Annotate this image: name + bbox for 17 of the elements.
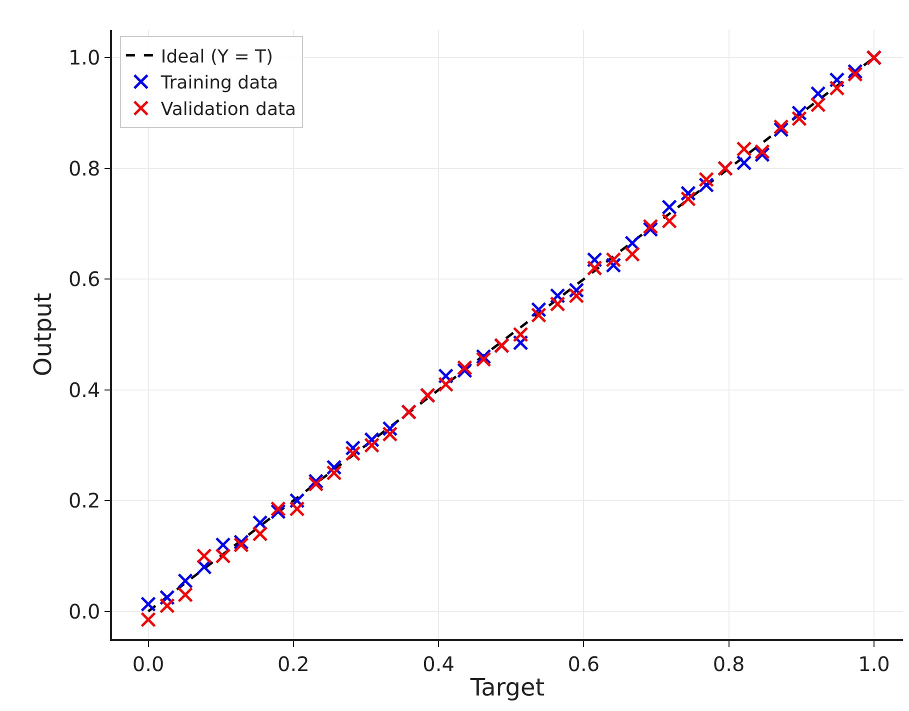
legend-label: Ideal (Y = T) [160, 46, 274, 68]
legend-label: Training data [160, 72, 278, 94]
x-tick-label: 0.0 [132, 652, 164, 676]
y-tick-label: 1.0 [68, 46, 100, 70]
x-tick-label: 1.0 [858, 652, 890, 676]
y-axis-title: Output [29, 292, 58, 376]
x-tick-label: 0.6 [568, 652, 600, 676]
y-tick-label: 0.6 [68, 267, 100, 292]
y-tick-label: 0.0 [68, 599, 100, 624]
x-tick-label: 0.4 [422, 652, 454, 676]
y-tick-label: 0.2 [68, 488, 100, 513]
x-tick-label: 0.8 [712, 652, 745, 676]
x-tick-label: 0.2 [278, 652, 310, 676]
legend-label: Validation data [160, 99, 296, 120]
y-tick-label: 0.4 [68, 378, 100, 402]
x-axis-title: Target [469, 674, 545, 702]
y-tick-label: 0.8 [68, 156, 100, 180]
